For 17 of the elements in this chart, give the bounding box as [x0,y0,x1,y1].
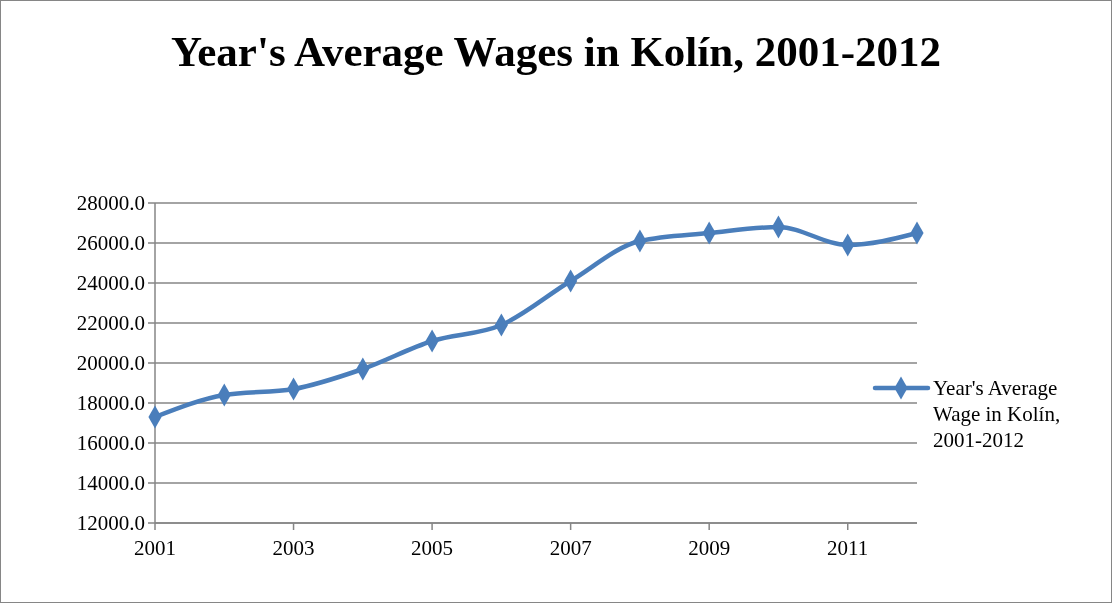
y-tick-label: 26000.0 [76,231,145,256]
x-tick-label: 2001 [134,536,176,560]
y-tick-label: 12000.0 [76,511,145,536]
x-tick-label: 2003 [272,536,315,560]
x-tick-label: 2005 [411,536,454,560]
y-tick-label: 16000.0 [76,431,145,456]
x-tick-label: 2009 [688,536,731,560]
legend-label: Year's Average Wage in Kolín, 2001-2012 [933,376,1061,452]
y-tick-label: 22000.0 [76,311,145,336]
y-tick-label: 18000.0 [76,391,145,416]
chart-title: Year's Average Wages in Kolín, 2001-2012 [171,28,941,75]
y-tick-label: 28000.0 [76,191,145,216]
x-tick-label: 2007 [549,536,592,560]
x-tick-label: 2011 [827,536,869,560]
y-tick-label: 14000.0 [76,471,145,496]
y-tick-label: 20000.0 [76,351,145,376]
y-tick-label: 24000.0 [76,271,145,296]
